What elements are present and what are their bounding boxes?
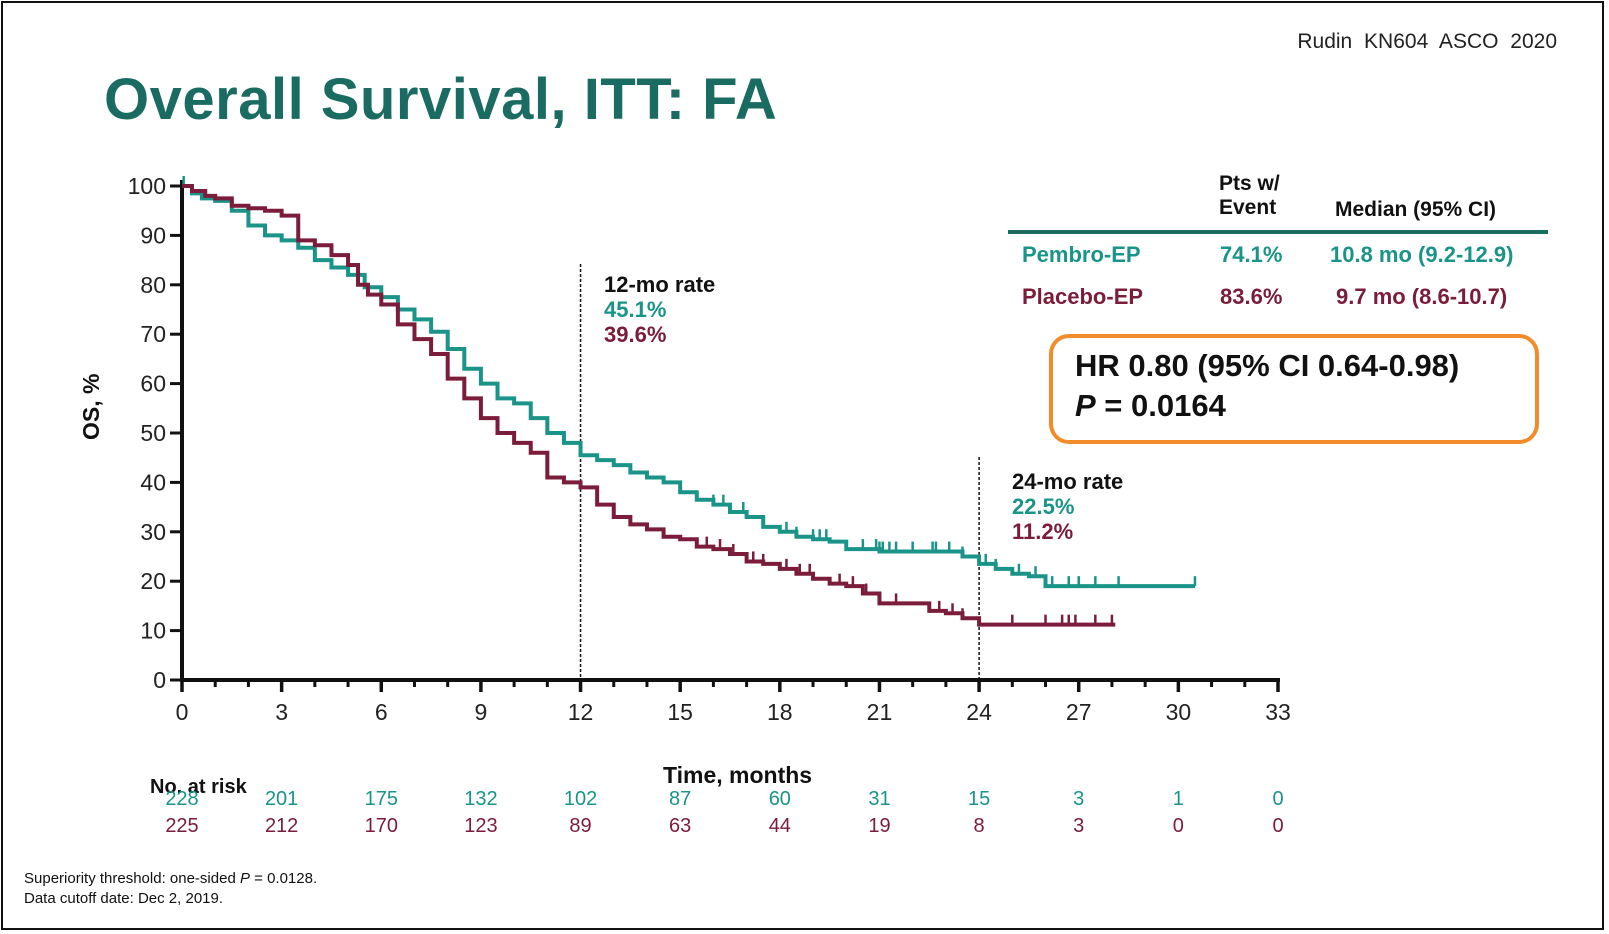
at-risk-pembro-cell: 3	[1073, 788, 1085, 810]
rate-24mo-placebo: 11.2%	[1012, 519, 1074, 544]
footnote-suffix: = 0.0128.	[249, 870, 318, 887]
hazard-ratio-box: HR 0.80 (95% CI 0.64-0.98) P = 0.0164	[1049, 334, 1539, 444]
rate-24mo-pembro: 22.5%	[1012, 494, 1075, 519]
y-tick-label: 20	[140, 568, 166, 594]
table-rule	[1008, 230, 1548, 234]
at-risk-placebo-cell: 0	[1172, 815, 1184, 837]
at-risk-placebo-cell: 63	[669, 815, 692, 837]
at-risk-pembro-cell: 15	[967, 788, 991, 810]
y-tick-label: 30	[140, 519, 166, 545]
row-pembro-median: 10.8 mo (9.2-12.9)	[1330, 242, 1514, 267]
at-risk-pembro-cell: 201	[264, 788, 299, 810]
row-pembro-events: 74.1%	[1220, 242, 1283, 267]
rate-12mo-pembro: 45.1%	[604, 297, 667, 322]
x-tick-label: 33	[1265, 699, 1291, 725]
x-axis-label: Time, months	[663, 762, 813, 788]
y-tick-label: 40	[140, 469, 166, 495]
km-curves	[182, 176, 1197, 627]
footnote-prefix: Superiority threshold: one-sided	[24, 870, 240, 887]
at-risk-pembro-cell: 228	[165, 788, 199, 810]
chart-axes	[170, 180, 1280, 692]
tick-labels: 0 10 20 30 40 50 60 70 80 90 100 0 3 6 9 12 15 18 21 24 27 30…	[128, 173, 1291, 725]
x-tick-label: 0	[176, 699, 189, 725]
y-tick-label: 70	[140, 321, 166, 347]
header-pts-line2: Event	[1219, 196, 1277, 219]
rate-24mo-title: 24-mo rate	[1012, 469, 1124, 494]
x-tick-label: 21	[867, 699, 893, 725]
at-risk-placebo-cell: 212	[264, 815, 299, 837]
header-pts-event: Pts w/ Event	[1219, 172, 1280, 220]
at-risk-placebo-cell: 3	[1073, 815, 1085, 837]
rate-24mo: 24-mo rate 22.5% 11.2%	[1012, 469, 1123, 544]
x-tick-label: 27	[1066, 699, 1092, 725]
y-tick-label: 60	[140, 371, 166, 397]
x-tick-label: 12	[568, 699, 594, 725]
x-tick-label: 18	[767, 699, 793, 725]
p-value: = 0.0164	[1095, 388, 1226, 423]
x-tick-label: 3	[275, 699, 288, 725]
at-risk-placebo-cell: 44	[768, 815, 791, 837]
at-risk-placebo-cell: 8	[973, 815, 985, 837]
x-tick-label: 6	[375, 699, 388, 725]
y-tick-label: 100	[128, 173, 166, 199]
at-risk-placebo-cell: 89	[569, 815, 592, 837]
row-placebo-median: 9.7 mo (8.6-10.7)	[1336, 284, 1508, 309]
at-risk-pembro-cell: 0	[1272, 788, 1284, 810]
row-placebo-arm: Placebo-EP	[1022, 284, 1144, 309]
y-tick-label: 10	[140, 618, 166, 644]
footnote-p: P	[239, 870, 250, 887]
x-tick-label: 15	[667, 699, 693, 725]
at-risk-placebo-cell: 0	[1272, 815, 1284, 837]
p-value-text: P = 0.0164	[1075, 388, 1226, 424]
row-pembro-arm: Pembro-EP	[1022, 242, 1141, 267]
header-pts-line1: Pts w/	[1219, 172, 1280, 195]
at-risk-placebo-cell: 123	[464, 815, 498, 837]
hazard-ratio-text: HR 0.80 (95% CI 0.64-0.98)	[1075, 348, 1460, 383]
p-label: P	[1075, 388, 1096, 423]
header-median: Median (95% CI)	[1335, 198, 1497, 221]
rate-12mo-title: 12-mo rate	[604, 272, 716, 297]
x-tick-label: 9	[475, 699, 488, 725]
y-tick-label: 0	[153, 667, 166, 693]
slide-title: Overall Survival, ITT: FA	[104, 67, 778, 132]
at-risk-placebo-cell: 170	[364, 815, 398, 837]
footnote-superiority: Superiority threshold: one-sided P = 0.0…	[24, 870, 317, 887]
at-risk-pembro-cell: 31	[868, 788, 891, 810]
placebo-ep-curve	[182, 184, 1116, 627]
at-risk-pembro-cell: 1	[1172, 788, 1184, 810]
at-risk-pembro-cell: 132	[464, 788, 498, 810]
y-axis-label: OS, %	[78, 373, 104, 440]
at-risk-pembro-cell: 87	[669, 788, 692, 810]
rate-12mo-placebo: 39.6%	[604, 322, 667, 347]
reference-lines	[579, 264, 980, 680]
y-tick-label: 80	[140, 272, 166, 298]
x-tick-label: 30	[1166, 699, 1192, 725]
at-risk-placebo-cell: 19	[868, 815, 891, 837]
x-tick-label: 24	[966, 699, 992, 725]
at-risk-placebo-cell: 225	[165, 815, 199, 837]
y-tick-label: 90	[140, 222, 166, 248]
citation: Rudin KN604 ASCO 2020	[1297, 30, 1557, 53]
at-risk-pembro-cell: 60	[768, 788, 791, 810]
at-risk-pembro-cell: 175	[364, 788, 398, 810]
at-risk-title: No. at risk	[150, 776, 247, 798]
footnote-cutoff: Data cutoff date: Dec 2, 2019.	[24, 890, 224, 907]
at-risk-pembro-cell: 102	[563, 788, 598, 810]
y-tick-label: 50	[140, 420, 166, 446]
rate-12mo: 12-mo rate 45.1% 39.6%	[604, 272, 715, 347]
row-placebo-events: 83.6%	[1220, 284, 1283, 309]
